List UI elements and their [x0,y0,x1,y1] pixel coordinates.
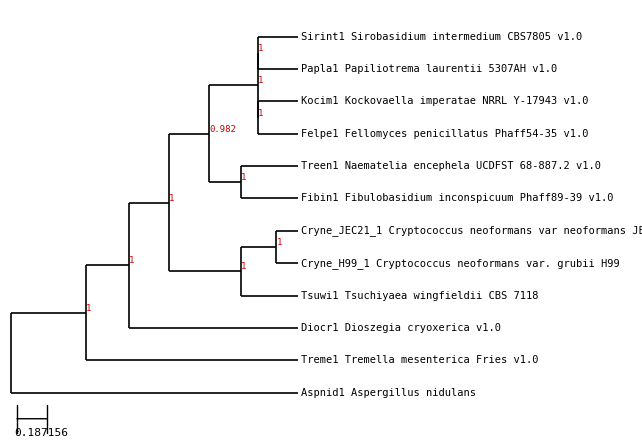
Text: Diocr1 Dioszegia cryoxerica v1.0: Diocr1 Dioszegia cryoxerica v1.0 [301,323,501,333]
Text: Treme1 Tremella mesenterica Fries v1.0: Treme1 Tremella mesenterica Fries v1.0 [301,355,538,366]
Text: 0.982: 0.982 [209,125,236,134]
Text: 1: 1 [241,263,246,271]
Text: Treen1 Naematelia encephela UCDFST 68-887.2 v1.0: Treen1 Naematelia encephela UCDFST 68-88… [301,161,601,171]
Text: 1: 1 [258,109,263,118]
Text: 1: 1 [169,194,175,202]
Text: Fibin1 Fibulobasidium inconspicuum Phaff89-39 v1.0: Fibin1 Fibulobasidium inconspicuum Phaff… [301,194,613,203]
Text: 1: 1 [241,173,246,182]
Text: Papla1 Papiliotrema laurentii 5307AH v1.0: Papla1 Papiliotrema laurentii 5307AH v1.… [301,64,557,74]
Text: 1: 1 [86,304,91,313]
Text: Felpe1 Fellomyces penicillatus Phaff54-35 v1.0: Felpe1 Fellomyces penicillatus Phaff54-3… [301,129,588,139]
Text: Sirint1 Sirobasidium intermedium CBS7805 v1.0: Sirint1 Sirobasidium intermedium CBS7805… [301,31,582,42]
Text: Aspnid1 Aspergillus nidulans: Aspnid1 Aspergillus nidulans [301,388,476,398]
Text: 1: 1 [258,76,263,85]
Text: Cryne_H99_1 Cryptococcus neoformans var. grubii H99: Cryne_H99_1 Cryptococcus neoformans var.… [301,258,620,269]
Text: 1: 1 [129,256,134,265]
Text: Cryne_JEC21_1 Cryptococcus neoformans var neoformans JEC21: Cryne_JEC21_1 Cryptococcus neoformans va… [301,225,642,236]
Text: Kocim1 Kockovaella imperatae NRRL Y-17943 v1.0: Kocim1 Kockovaella imperatae NRRL Y-1794… [301,96,588,107]
Text: 1: 1 [277,238,282,247]
Text: 0.187156: 0.187156 [14,428,68,438]
Text: Tsuwi1 Tsuchiyaea wingfieldii CBS 7118: Tsuwi1 Tsuchiyaea wingfieldii CBS 7118 [301,291,538,301]
Text: 1: 1 [258,44,263,53]
